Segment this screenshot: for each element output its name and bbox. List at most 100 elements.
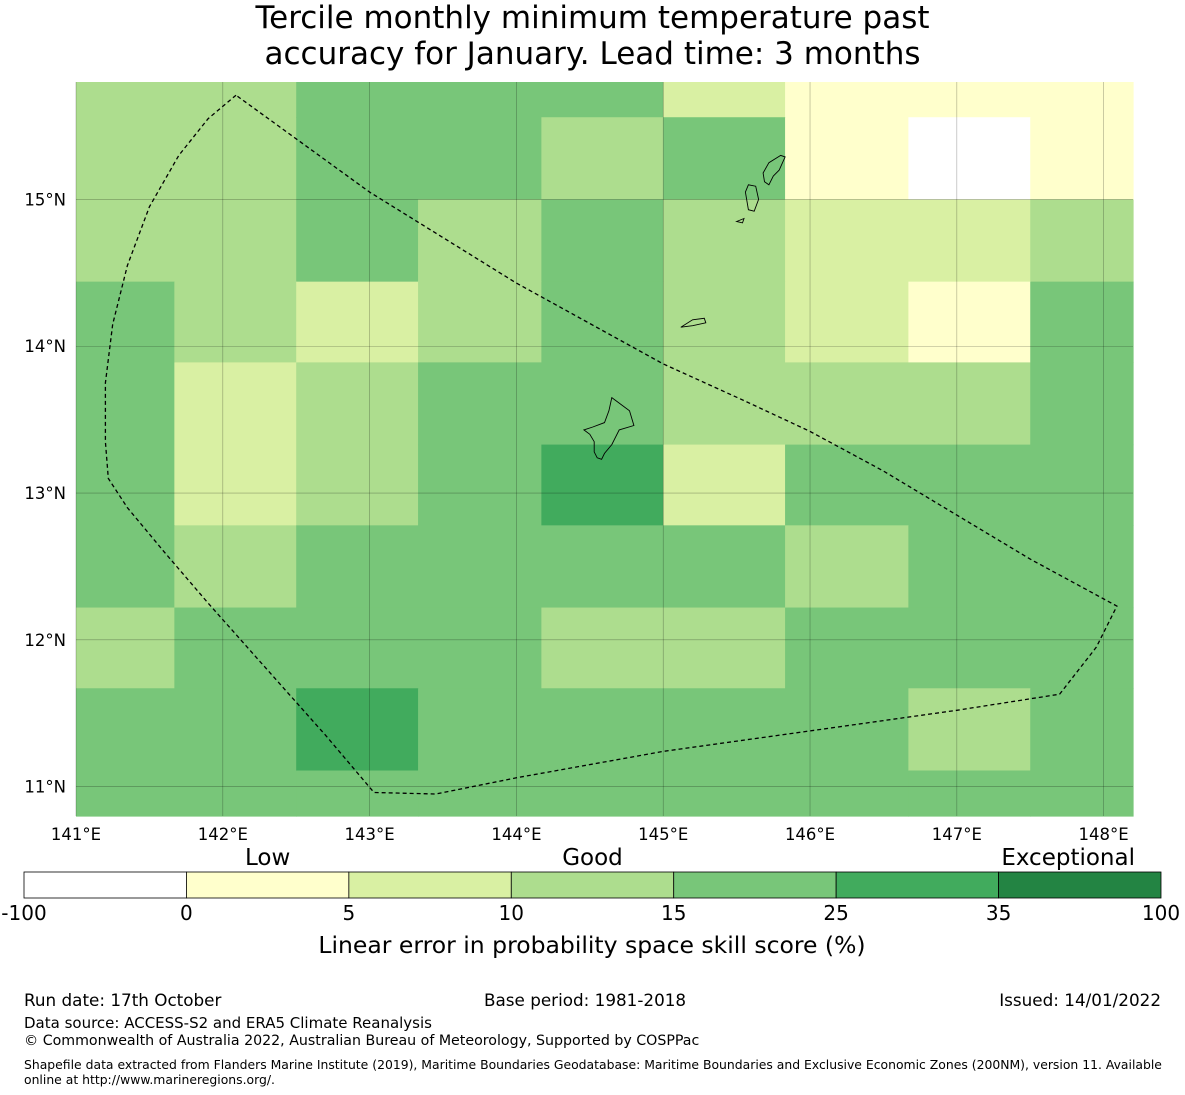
colorbar-title: Linear error in probability space skill … xyxy=(318,931,865,959)
colorbar-segment xyxy=(348,871,512,899)
colorbar-tick-label: 5 xyxy=(342,901,355,925)
run-date: Run date: 17th October xyxy=(24,990,222,1010)
colorbar-tick-label: 100 xyxy=(1142,901,1180,925)
skill-cell xyxy=(76,362,175,526)
colorbar-segment xyxy=(998,871,1162,899)
colorbar-category-label: Low xyxy=(245,845,290,871)
shapefile-credit: Shapefile data extracted from Flanders M… xyxy=(24,1057,1162,1087)
skill-cell xyxy=(663,444,786,526)
colorbar-segment xyxy=(510,871,675,899)
skill-cell xyxy=(76,607,175,689)
x-tick-label: 144°E xyxy=(491,825,541,844)
skill-cell xyxy=(908,770,1031,817)
skill-cell xyxy=(76,525,175,609)
skill-cell xyxy=(76,688,297,817)
skill-cell xyxy=(1030,362,1134,446)
x-tick-label: 147°E xyxy=(932,825,982,844)
y-tick-label: 11°N xyxy=(24,778,66,797)
skill-cell xyxy=(174,525,297,609)
skill-cell xyxy=(296,362,419,526)
skill-cell xyxy=(663,362,1031,446)
skill-cell xyxy=(785,281,909,363)
colorbar-segment xyxy=(673,871,837,899)
skill-cell xyxy=(418,199,542,283)
skill-cell xyxy=(296,117,542,201)
title-line-1: Tercile monthly minimum temperature past xyxy=(255,0,930,36)
x-tick-label: 148°E xyxy=(1079,825,1129,844)
x-tick-label: 143°E xyxy=(345,825,395,844)
y-axis-ticks: 15°N 14°N 13°N 12°N 11°N xyxy=(24,190,66,796)
x-tick-label: 141°E xyxy=(51,825,101,844)
island-outline xyxy=(735,217,745,224)
skill-cell xyxy=(76,281,175,363)
skill-cell xyxy=(908,281,1031,363)
skill-cell xyxy=(785,444,1134,526)
skill-cell xyxy=(1030,199,1134,283)
title-line-2: accuracy for January. Lead time: 3 month… xyxy=(264,36,921,72)
skill-cell xyxy=(1030,688,1134,817)
skill-cell xyxy=(541,117,664,201)
skill-cell xyxy=(296,525,786,609)
skill-cell xyxy=(296,82,664,118)
skill-cell xyxy=(785,607,1134,689)
colorbar-category-label: Exceptional xyxy=(1001,845,1135,871)
colorbar-tick-label: 35 xyxy=(986,901,1011,925)
skill-cell xyxy=(785,82,1134,118)
colorbar-segment xyxy=(186,871,350,899)
island-outline xyxy=(744,184,760,212)
skill-cell xyxy=(418,362,664,446)
copyright: © Commonwealth of Australia 2022, Austra… xyxy=(24,1033,700,1049)
island-outline xyxy=(680,317,707,328)
x-tick-label: 145°E xyxy=(638,825,688,844)
skill-cell xyxy=(296,770,419,817)
skill-cell xyxy=(541,607,786,689)
skill-cell xyxy=(76,199,297,283)
skill-cell xyxy=(785,199,1031,283)
colorbar-segment xyxy=(23,871,187,899)
colorbar-segment xyxy=(835,871,999,899)
skill-cell xyxy=(541,281,664,363)
colorbar: -100 0 5 10 15 25 35 100 Low Good Exceptional Linea… xyxy=(1,845,1180,959)
skill-cell xyxy=(663,281,786,363)
skill-cell xyxy=(296,281,419,363)
skill-cell xyxy=(1030,281,1134,363)
skill-cell xyxy=(541,199,664,283)
colorbar-tick-label: 25 xyxy=(823,901,848,925)
eez-boundary-line xyxy=(104,94,1118,795)
skill-cell xyxy=(174,607,542,689)
skill-cell xyxy=(174,281,297,363)
x-tick-label: 146°E xyxy=(785,825,835,844)
island-outline xyxy=(582,396,635,460)
skill-cell xyxy=(785,117,909,201)
chart-title: Tercile monthly minimum temperature past… xyxy=(0,0,1185,72)
y-tick-label: 15°N xyxy=(24,190,66,209)
colorbar-tick-label: 15 xyxy=(661,901,686,925)
islands xyxy=(582,154,786,460)
skill-cell xyxy=(174,362,297,526)
y-tick-label: 14°N xyxy=(24,337,66,356)
skill-cell xyxy=(418,444,542,526)
skill-cell xyxy=(663,199,786,283)
colorbar-tick-label: 10 xyxy=(499,901,524,925)
x-axis-ticks: 141°E 142°E 143°E 144°E 145°E 146°E 147°E 148°E xyxy=(51,825,1129,844)
island-outline xyxy=(762,154,786,186)
colorbar-tick-label: -100 xyxy=(1,901,46,925)
y-tick-label: 12°N xyxy=(24,631,66,650)
skill-cell xyxy=(418,688,909,817)
skill-cell xyxy=(76,82,297,201)
skill-cell xyxy=(296,199,419,283)
eez-boundary xyxy=(104,94,1118,795)
y-tick-label: 13°N xyxy=(24,484,66,503)
base-period: Base period: 1981-2018 xyxy=(484,990,687,1010)
graticule xyxy=(75,82,1133,816)
skill-cell xyxy=(296,688,419,772)
skill-cell xyxy=(418,281,542,363)
skill-cell xyxy=(663,82,786,118)
data-source: Data source: ACCESS-S2 and ERA5 Climate … xyxy=(24,1014,432,1032)
skill-cell xyxy=(785,525,909,609)
issued-date: Issued: 14/01/2022 xyxy=(999,990,1161,1010)
skill-cell xyxy=(908,688,1031,772)
skill-cell xyxy=(663,117,786,201)
colorbar-category-label: Good xyxy=(562,845,623,871)
